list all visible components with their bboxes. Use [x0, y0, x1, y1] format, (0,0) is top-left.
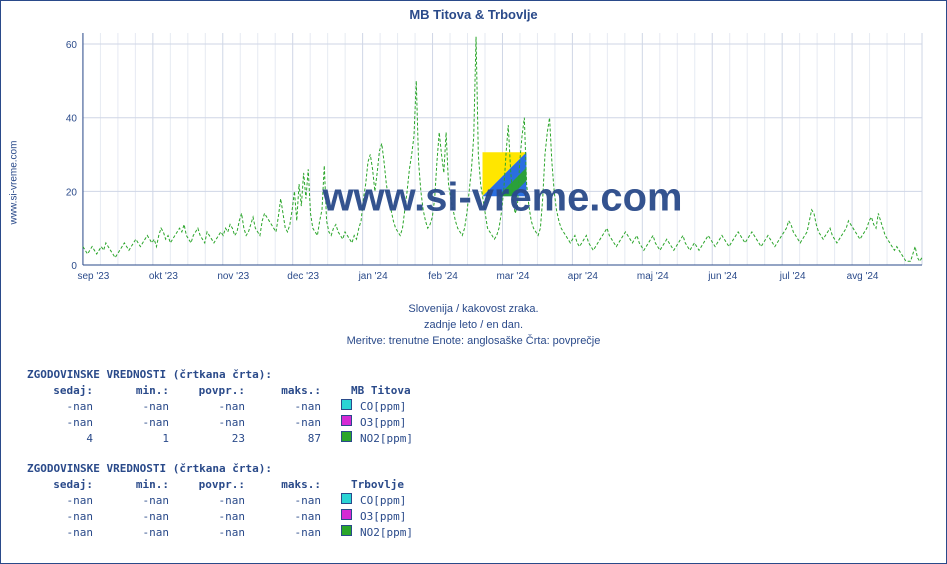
- x-tick-label: maj '24: [637, 271, 669, 282]
- page-title: MB Titova & Trbovlje: [1, 7, 946, 22]
- table-row: -nan-nan-nan-nanO3[ppm]: [27, 415, 920, 431]
- table-cell: -nan: [27, 509, 103, 525]
- table-cell: 23: [179, 431, 255, 447]
- table-row: -nan-nan-nan-nanO3[ppm]: [27, 509, 920, 525]
- table-cell: -nan: [27, 493, 103, 509]
- table-cell: -nan: [27, 415, 103, 431]
- table-title: ZGODOVINSKE VREDNOSTI (črtkana črta):: [27, 461, 920, 477]
- table-cell: -nan: [255, 399, 331, 415]
- table-param: CO[ppm]: [356, 493, 406, 509]
- table-row: 412387 NO2[ppm]: [27, 431, 920, 447]
- x-tick-label: nov '23: [217, 271, 249, 282]
- table-cell: -nan: [179, 525, 255, 541]
- figure-frame: www.si-vreme.com MB Titova & Trbovlje 0 2…: [0, 0, 947, 564]
- subtitle-3: Meritve: trenutne Enote: anglosaške Črta…: [1, 335, 946, 347]
- table-location: MB Titova: [331, 383, 411, 399]
- table-spacer: [27, 541, 920, 551]
- table-cell: -nan: [179, 509, 255, 525]
- x-tick-label: feb '24: [428, 271, 458, 282]
- x-tick-label: sep '23: [78, 271, 110, 282]
- table-cell: -nan: [103, 493, 179, 509]
- y-tick-label: 40: [66, 114, 78, 125]
- x-tick-label: dec '23: [287, 271, 319, 282]
- table-header-cell: min.:: [103, 477, 179, 493]
- table-row: -nan-nan-nan-nanNO2[ppm]: [27, 525, 920, 541]
- y-axis-label: www.si-vreme.com: [7, 61, 21, 303]
- x-tick-label: okt '23: [149, 271, 178, 282]
- table-row: -nan-nan-nan-nanCO[ppm]: [27, 399, 920, 415]
- watermark-text: www.si-vreme.com: [322, 176, 683, 220]
- table-param: O3[ppm]: [356, 509, 406, 525]
- table-param: O3[ppm]: [356, 415, 406, 431]
- table-title: ZGODOVINSKE VREDNOSTI (črtkana črta):: [27, 367, 920, 383]
- legend-swatch: [341, 399, 352, 410]
- table-cell: -nan: [255, 415, 331, 431]
- table-header-row: sedaj:min.:povpr.:maks.:Trbovlje: [27, 477, 920, 493]
- x-tick-label: mar '24: [497, 271, 530, 282]
- table-header-row: sedaj:min.:povpr.:maks.:MB Titova: [27, 383, 920, 399]
- table-cell: -nan: [27, 525, 103, 541]
- table-header-cell: maks.:: [255, 477, 331, 493]
- subtitle-2: zadnje leto / en dan.: [1, 319, 946, 331]
- y-tick-label: 20: [66, 187, 78, 198]
- chart-svg: 0 20 40 60 sep '23 okt '23 nov '23 dec '23 jan '…: [55, 29, 928, 285]
- x-tick-label: apr '24: [568, 271, 599, 282]
- table-param: CO[ppm]: [356, 399, 406, 415]
- table-param: NO2[ppm]: [356, 525, 413, 541]
- legend-swatch: [341, 493, 352, 504]
- table-row: -nan-nan-nan-nanCO[ppm]: [27, 493, 920, 509]
- table-cell: -nan: [27, 399, 103, 415]
- table-header-cell: maks.:: [255, 383, 331, 399]
- y-axis-label-text: www.si-vreme.com: [9, 140, 20, 224]
- table-cell: -nan: [103, 509, 179, 525]
- legend-swatch: [341, 525, 352, 536]
- x-tick-label: jul '24: [779, 271, 806, 282]
- legend-swatch: [341, 415, 352, 426]
- table-cell: -nan: [179, 493, 255, 509]
- table-cell: 87: [255, 431, 331, 447]
- table-cell: -nan: [255, 509, 331, 525]
- table-header-cell: min.:: [103, 383, 179, 399]
- table-header-cell: povpr.:: [179, 477, 255, 493]
- table-header-cell: sedaj:: [27, 383, 103, 399]
- table-cell: -nan: [103, 415, 179, 431]
- y-tick-label: 0: [71, 261, 77, 272]
- x-tick-label: jun '24: [707, 271, 737, 282]
- table-cell: 1: [103, 431, 179, 447]
- table-cell: -nan: [103, 525, 179, 541]
- table-header-cell: sedaj:: [27, 477, 103, 493]
- table-cell: -nan: [255, 493, 331, 509]
- table-cell: -nan: [179, 415, 255, 431]
- table-cell: 4: [27, 431, 103, 447]
- legend-swatch: [341, 431, 352, 442]
- table-cell: -nan: [179, 399, 255, 415]
- table-param: NO2[ppm]: [356, 431, 413, 447]
- data-tables: ZGODOVINSKE VREDNOSTI (črtkana črta):sed…: [27, 363, 920, 551]
- x-tick-label: jan '24: [358, 271, 388, 282]
- table-header-cell: povpr.:: [179, 383, 255, 399]
- table-location: Trbovlje: [331, 477, 404, 493]
- x-tick-label: avg '24: [847, 271, 879, 282]
- y-tick-label: 60: [66, 40, 78, 51]
- subtitle-1: Slovenija / kakovost zraka.: [1, 303, 946, 315]
- table-spacer: [27, 447, 920, 457]
- legend-swatch: [341, 509, 352, 520]
- table-cell: -nan: [255, 525, 331, 541]
- table-cell: -nan: [103, 399, 179, 415]
- chart-area: 0 20 40 60 sep '23 okt '23 nov '23 dec '23 jan '…: [55, 29, 928, 285]
